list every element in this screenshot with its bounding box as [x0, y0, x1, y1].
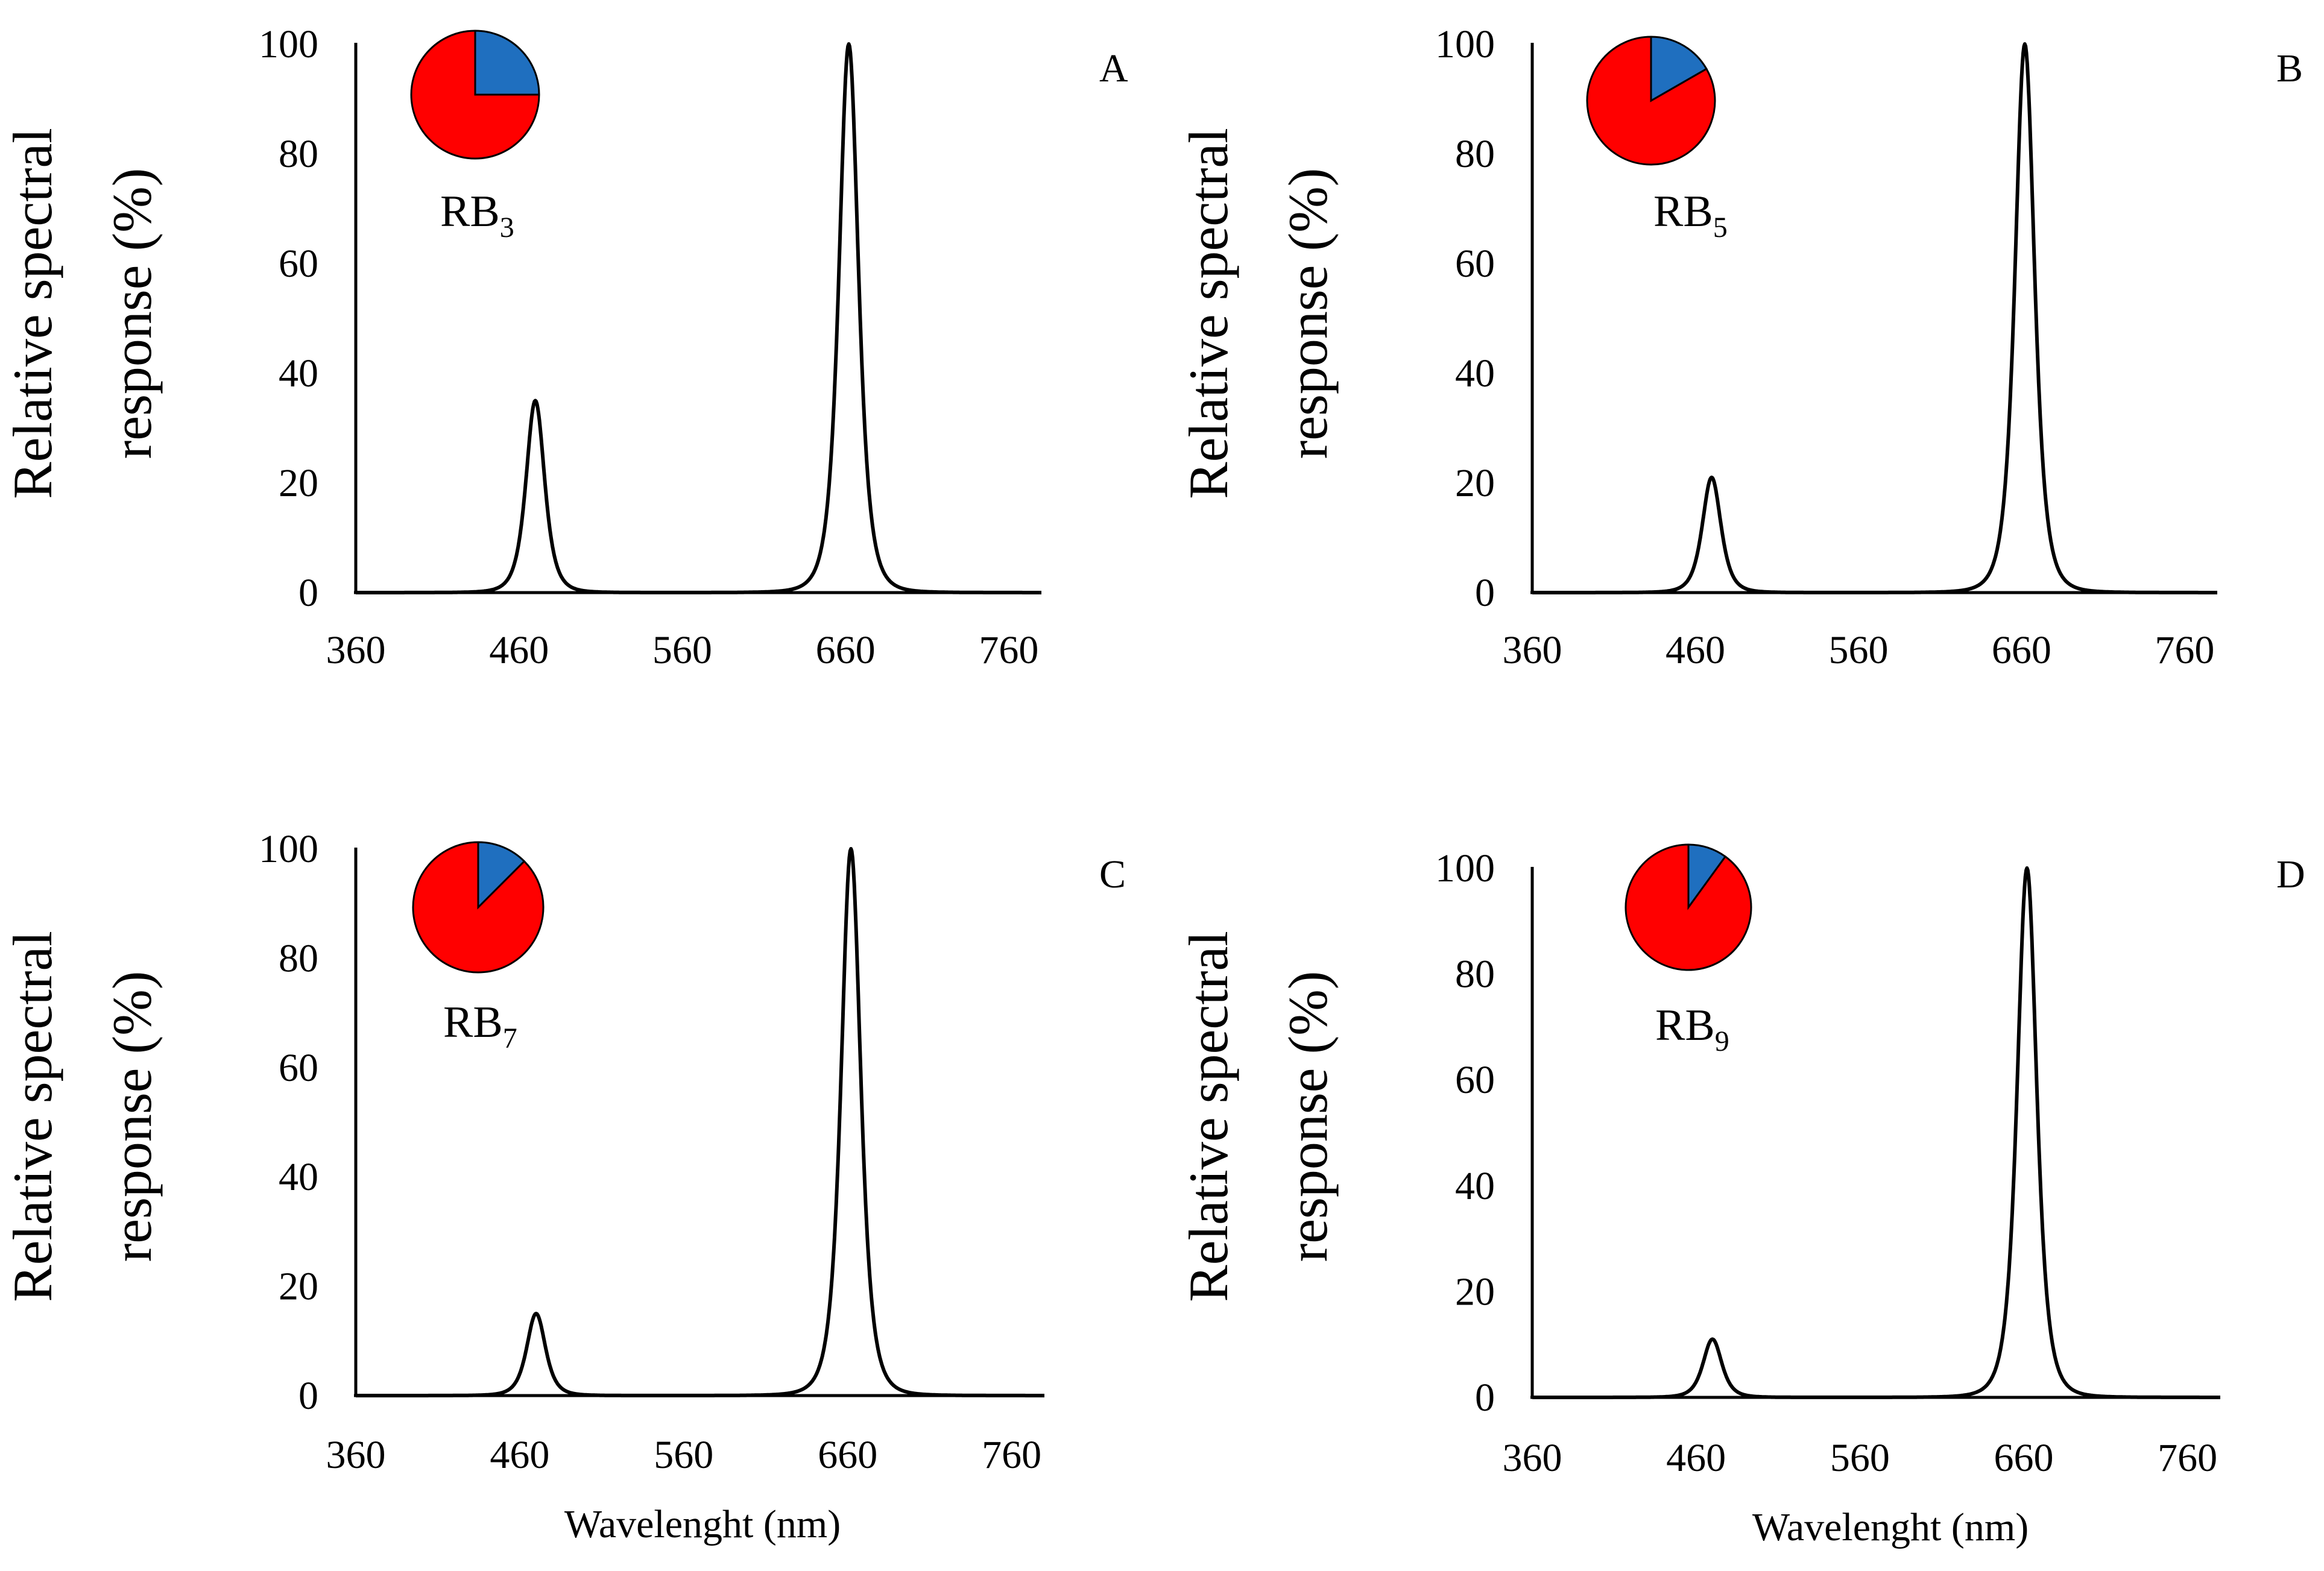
- x-tick-label: 760: [2158, 1436, 2217, 1480]
- pie-label-main: RB: [440, 187, 500, 236]
- y-tick-label: 0: [1475, 571, 1495, 615]
- y-tick-label: 40: [279, 351, 318, 395]
- x-axis-title: Wavelenght (nm): [1752, 1505, 2029, 1549]
- panel-letter: B: [2276, 46, 2303, 90]
- pie-label-main: RB: [1653, 187, 1713, 236]
- y-tick-label: 100: [1435, 846, 1495, 890]
- panel-a: Relative spectral response (%) A 0 20 40 60…: [2, 22, 1128, 672]
- panel-c: Relative spectral response (%) C Wavelen…: [2, 827, 1126, 1546]
- pie-slice-blue: [1687, 843, 1727, 910]
- y-tick-label: 40: [1455, 351, 1495, 395]
- panel-letter: A: [1099, 46, 1128, 90]
- pie-label: RB7: [443, 998, 517, 1054]
- y-tick-label: 20: [279, 461, 318, 505]
- x-tick-label: 560: [652, 628, 712, 672]
- spectrum-line: [1531, 866, 2221, 1399]
- panel-letter: C: [1099, 852, 1126, 896]
- x-tick-label: 560: [654, 1433, 713, 1477]
- x-tick-label: 360: [326, 628, 386, 672]
- y-tick-label: 60: [279, 242, 318, 286]
- y-axis-title-line-2: response (%): [101, 971, 163, 1262]
- x-tick-label: 560: [1830, 1436, 1890, 1480]
- x-tick-label: 660: [1994, 1436, 2054, 1480]
- x-tick-label: 760: [979, 628, 1038, 672]
- y-axis-title-line-2: response (%): [1277, 971, 1339, 1262]
- y-tick-label: 80: [1455, 132, 1495, 176]
- y-tick-label: 20: [279, 1265, 318, 1309]
- spectrum-line: [1531, 42, 2218, 594]
- pie-label-subscript: 7: [503, 1022, 517, 1054]
- y-tick-label: 100: [1435, 22, 1495, 66]
- y-axis-title-line-2: response (%): [1277, 168, 1339, 459]
- y-tick-label: 0: [1475, 1376, 1495, 1420]
- y-axis-title-line-1: Relative spectral: [1178, 128, 1239, 499]
- y-axis-title-line-2: response (%): [101, 168, 163, 459]
- x-tick-label: 460: [1666, 1436, 1726, 1480]
- x-tick-label: 460: [489, 628, 549, 672]
- pie-slice-blue: [477, 841, 526, 910]
- y-tick-label: 40: [1455, 1164, 1495, 1208]
- y-tick-label: 80: [1455, 952, 1495, 996]
- x-tick-label: 560: [1828, 628, 1888, 672]
- y-tick-label: 80: [279, 132, 318, 176]
- y-tick-label: 0: [298, 1374, 318, 1418]
- spectrum-line: [355, 42, 1043, 594]
- x-tick-label: 760: [982, 1433, 1041, 1477]
- y-tick-label: 60: [1455, 1058, 1495, 1102]
- panel-b: Relative spectral response (%) B 0 20 40 60…: [1178, 22, 2303, 672]
- y-axis-title-line-1: Relative spectral: [2, 128, 63, 499]
- pie-label-main: RB: [443, 998, 503, 1047]
- y-tick-label: 100: [259, 22, 318, 66]
- y-tick-label: 60: [1455, 242, 1495, 286]
- pie-label-subscript: 9: [1715, 1025, 1729, 1057]
- pie-slice-red: [412, 841, 545, 974]
- y-tick-label: 40: [279, 1155, 318, 1199]
- y-axis-title-line-1: Relative spectral: [1178, 931, 1239, 1302]
- y-tick-label: 20: [1455, 461, 1495, 505]
- y-axis-title: Relative spectral response (%): [1178, 128, 1339, 499]
- x-tick-label: 460: [490, 1433, 549, 1477]
- pie-label: RB9: [1655, 1001, 1729, 1057]
- x-tick-label: 360: [1503, 628, 1562, 672]
- pie-slice-blue: [474, 30, 540, 96]
- pie-label-main: RB: [1655, 1001, 1715, 1050]
- pie-slice-red: [410, 30, 540, 160]
- pie-label-subscript: 5: [1713, 212, 1728, 244]
- panel-d: Relative spectral response (%) D Wavelen…: [1178, 843, 2305, 1549]
- y-axis-title: Relative spectral response (%): [1178, 931, 1339, 1302]
- x-tick-label: 660: [816, 628, 876, 672]
- panel-letter: D: [2276, 852, 2305, 896]
- y-tick-label: 60: [279, 1046, 318, 1090]
- x-tick-label: 660: [818, 1433, 877, 1477]
- x-tick-label: 760: [2155, 628, 2214, 672]
- x-tick-label: 660: [1992, 628, 2051, 672]
- pie-label-subscript: 3: [500, 212, 514, 244]
- spectrum-line: [355, 847, 1046, 1397]
- y-tick-label: 20: [1455, 1270, 1495, 1314]
- y-axis-title: Relative spectral response (%): [2, 931, 163, 1302]
- y-tick-label: 0: [298, 571, 318, 615]
- pie-slice-blue: [1650, 36, 1708, 102]
- y-tick-label: 80: [279, 936, 318, 980]
- y-axis-title-line-1: Relative spectral: [2, 931, 63, 1302]
- y-axis-title: Relative spectral response (%): [2, 128, 163, 499]
- pie-label: RB3: [440, 187, 514, 244]
- x-tick-label: 460: [1666, 628, 1725, 672]
- x-tick-label: 360: [326, 1433, 386, 1477]
- x-axis-title: Wavelenght (nm): [564, 1502, 841, 1546]
- pie-label: RB5: [1653, 187, 1728, 244]
- x-tick-label: 360: [1503, 1436, 1562, 1480]
- y-tick-label: 100: [259, 827, 318, 871]
